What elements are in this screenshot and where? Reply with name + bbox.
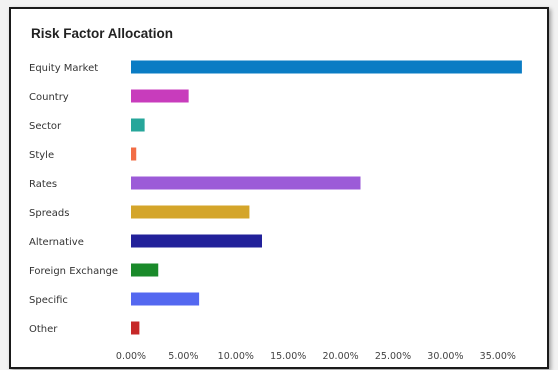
chart-card: Risk Factor Allocation Equity Market Coun… [9, 7, 549, 369]
bar-style[interactable] [131, 147, 137, 161]
category-label-rates: Rates [29, 179, 57, 190]
bar-chart: Equity Market Country Sector Style Rates Spre… [29, 60, 522, 362]
x-tick-label: 0.00% [116, 351, 146, 362]
category-label-alternative: Alternative [29, 237, 84, 248]
x-tick-label: 10.00% [218, 351, 254, 362]
category-label-other: Other [29, 324, 58, 335]
x-tick-label: 30.00% [427, 351, 463, 362]
chart-title: Risk Factor Allocation [31, 26, 174, 41]
category-label-country: Country [29, 92, 69, 103]
category-label-foreign-exchange: Foreign Exchange [29, 266, 118, 277]
bar-alternative[interactable] [131, 234, 262, 248]
x-tick-label: 20.00% [322, 351, 358, 362]
category-label-equity-market: Equity Market [29, 63, 98, 74]
x-tick-label: 15.00% [270, 351, 306, 362]
x-tick-label: 35.00% [480, 351, 516, 362]
category-label-sector: Sector [29, 121, 62, 132]
bar-equity-market[interactable] [131, 60, 522, 74]
bar-other[interactable] [131, 321, 140, 335]
bar-rates[interactable] [131, 176, 361, 190]
bar-country[interactable] [131, 89, 189, 103]
bar-specific[interactable] [131, 292, 200, 306]
bar-foreign-exchange[interactable] [131, 263, 159, 277]
x-tick-label: 25.00% [375, 351, 411, 362]
category-label-specific: Specific [29, 295, 68, 306]
x-tick-label: 5.00% [168, 351, 198, 362]
bar-spreads[interactable] [131, 205, 250, 219]
category-label-style: Style [29, 150, 54, 161]
bar-sector[interactable] [131, 118, 145, 132]
category-label-spreads: Spreads [29, 208, 69, 219]
